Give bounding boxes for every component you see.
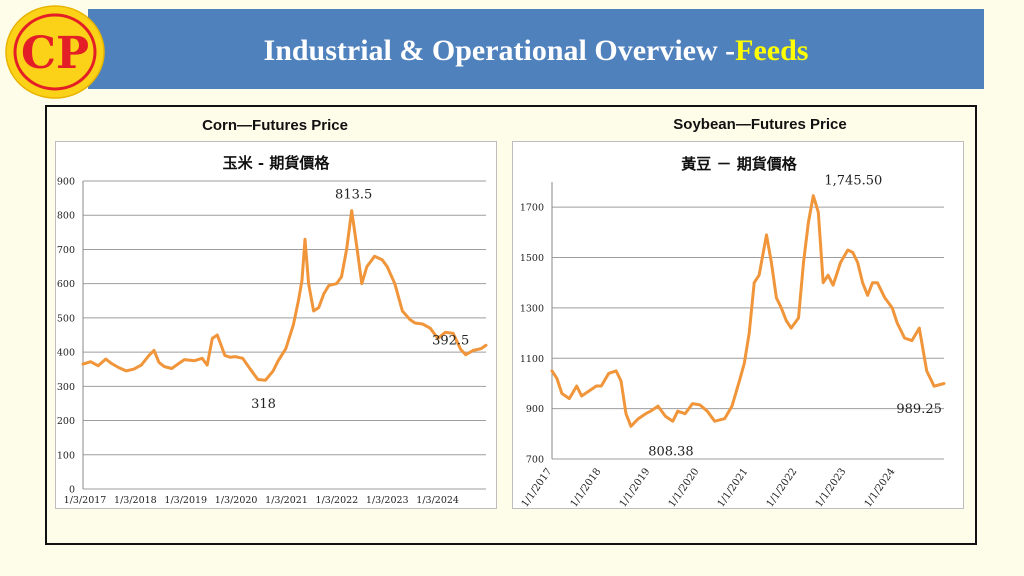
logo-text: CP: [21, 28, 89, 79]
soybean-chart-title: 黃豆 － 期貨價格: [681, 155, 797, 173]
soybean-chart-frame: [512, 141, 964, 509]
corn-x-tick-label: 1/3/2024: [416, 495, 459, 506]
soybean-data-label: 989.25: [896, 402, 942, 417]
corn-data-label: 318: [251, 397, 276, 412]
corn-y-tick-label: 800: [57, 211, 75, 222]
corn-y-tick-label: 200: [57, 416, 75, 427]
soybean-y-tick-label: 1700: [520, 203, 544, 214]
soybean-x-tick-label: 1/1/2022: [765, 466, 800, 509]
cp-logo: CP: [5, 5, 105, 99]
soybean-y-tick-label: 900: [526, 404, 544, 415]
corn-y-tick-label: 100: [57, 450, 75, 461]
corn-chart: 玉米 - 期貨價格 0 100 200 300 400 500 600 700 800 900 1/3…: [57, 154, 488, 506]
corn-y-tick-label: 300: [57, 382, 75, 393]
soybean-x-tick-label: 1/1/2019: [618, 466, 653, 509]
page-title-main: Industrial & Operational Overview -: [263, 34, 736, 67]
corn-x-tick-label: 1/3/2018: [114, 495, 157, 506]
soybean-chart: 黃豆 － 期貨價格 700 900 1100 1300 1500 1700 1/1/2017 1…: [520, 155, 946, 509]
soybean-data-label: 1,745.50: [824, 174, 882, 189]
corn-x-tick-label: 1/3/2017: [64, 495, 107, 506]
page-title-highlight: Feeds: [735, 34, 809, 67]
soybean-y-tick-label: 1500: [520, 253, 544, 264]
header-bar: Industrial & Operational Overview -Feeds: [88, 9, 984, 89]
corn-x-tick-label: 1/3/2023: [366, 495, 409, 506]
corn-chart-title: 玉米 - 期貨價格: [223, 154, 331, 172]
soybean-y-tick-label: 1100: [520, 354, 544, 365]
soybean-price-line: [550, 194, 946, 428]
corn-y-tick-label: 400: [57, 348, 75, 359]
soybean-x-tick-label: 1/1/2024: [863, 466, 898, 509]
corn-price-line: [81, 209, 488, 382]
page-title: Industrial & Operational Overview -Feeds: [88, 9, 984, 89]
corn-data-label: 813.5: [335, 188, 372, 203]
corn-x-tick-label: 1/3/2020: [215, 495, 258, 506]
soybean-x-tick-label: 1/1/2017: [520, 466, 555, 509]
corn-x-tick-label: 1/3/2021: [265, 495, 308, 506]
corn-y-tick-label: 900: [57, 177, 75, 188]
soybean-x-tick-label: 1/1/2018: [569, 466, 604, 509]
soybean-chart-caption: Soybean—Futures Price: [673, 116, 847, 133]
corn-y-tick-label: 500: [57, 313, 75, 324]
corn-x-tick-label: 1/3/2022: [316, 495, 359, 506]
corn-y-tick-label: 600: [57, 279, 75, 290]
soybean-x-tick-label: 1/1/2021: [716, 466, 751, 509]
soybean-data-label: 808.38: [648, 445, 694, 460]
soybean-y-tick-label: 700: [526, 455, 544, 466]
soybean-x-tick-label: 1/1/2023: [814, 466, 849, 509]
corn-chart-caption: Corn—Futures Price: [202, 117, 348, 134]
corn-y-tick-label: 0: [69, 485, 75, 496]
soybean-y-tick-label: 1300: [520, 303, 544, 314]
soybean-x-tick-label: 1/1/2020: [667, 466, 702, 509]
corn-data-label: 392.5: [432, 334, 469, 349]
corn-x-tick-label: 1/3/2019: [164, 495, 207, 506]
corn-y-tick-label: 700: [57, 245, 75, 256]
